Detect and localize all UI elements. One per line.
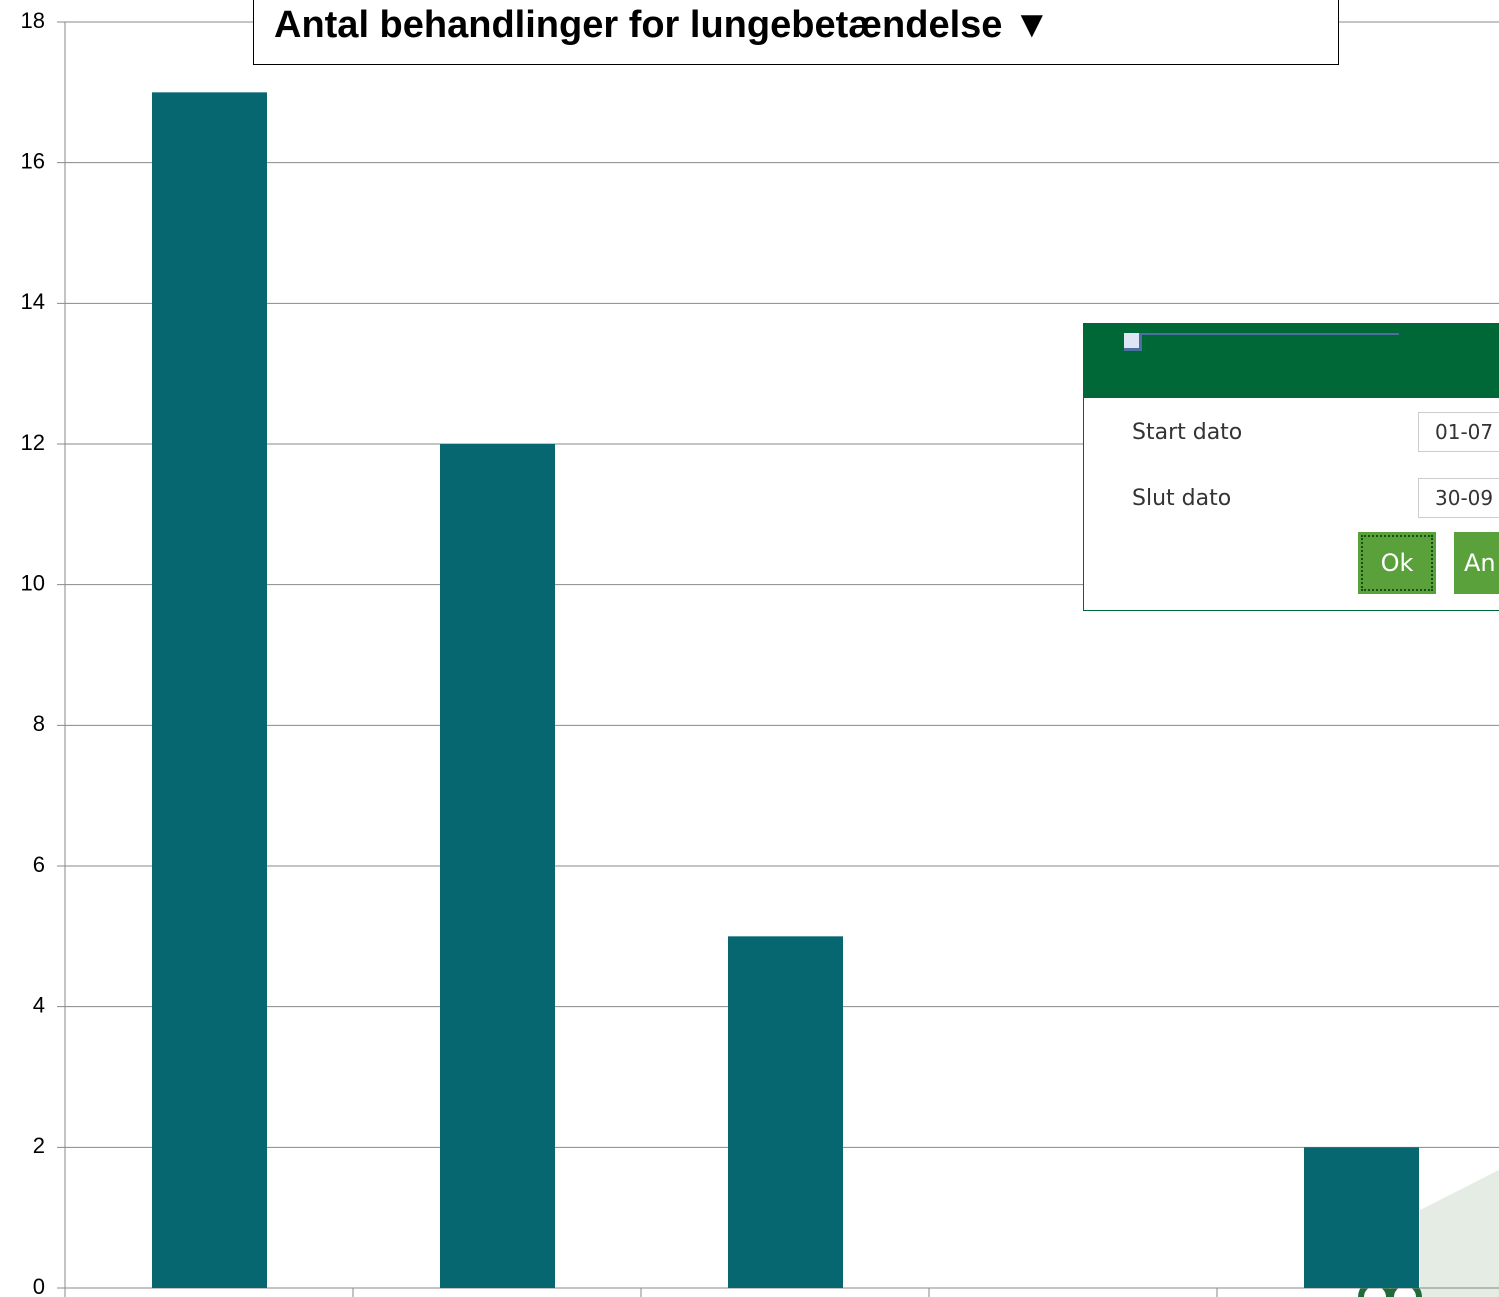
- date-dialog: Start dato 01-07 Slut dato 30-09 Ok An: [1083, 323, 1499, 611]
- dialog-header: [1084, 324, 1499, 398]
- chart-title-dropdown[interactable]: Antal behandlinger for lungebetændelse ▼: [253, 0, 1339, 65]
- end-label: Slut dato: [1132, 486, 1232, 511]
- y-tick-label: 14: [21, 289, 45, 314]
- y-tick-label: 18: [21, 8, 45, 33]
- bar: [440, 444, 555, 1288]
- y-tick-label: 10: [21, 570, 45, 595]
- y-tick-label: 0: [33, 1274, 45, 1297]
- y-tick-label: 12: [21, 430, 45, 455]
- header-line: [1124, 333, 1399, 335]
- ok-button[interactable]: Ok: [1358, 532, 1436, 594]
- y-tick-label: 2: [33, 1133, 45, 1158]
- y-tick-label: 6: [33, 852, 45, 877]
- header-icon: [1124, 333, 1142, 351]
- bar: [728, 936, 843, 1288]
- y-tick-label: 4: [33, 992, 45, 1017]
- logo-backdrop: [1420, 1170, 1499, 1297]
- bar: [152, 92, 267, 1288]
- end-input[interactable]: 30-09: [1418, 478, 1499, 518]
- start-label: Start dato: [1132, 420, 1243, 445]
- start-input[interactable]: 01-07: [1418, 412, 1499, 452]
- cancel-button[interactable]: An: [1454, 532, 1499, 594]
- y-tick-label: 16: [21, 148, 45, 173]
- bar: [1304, 1147, 1419, 1288]
- y-tick-label: 8: [33, 711, 45, 736]
